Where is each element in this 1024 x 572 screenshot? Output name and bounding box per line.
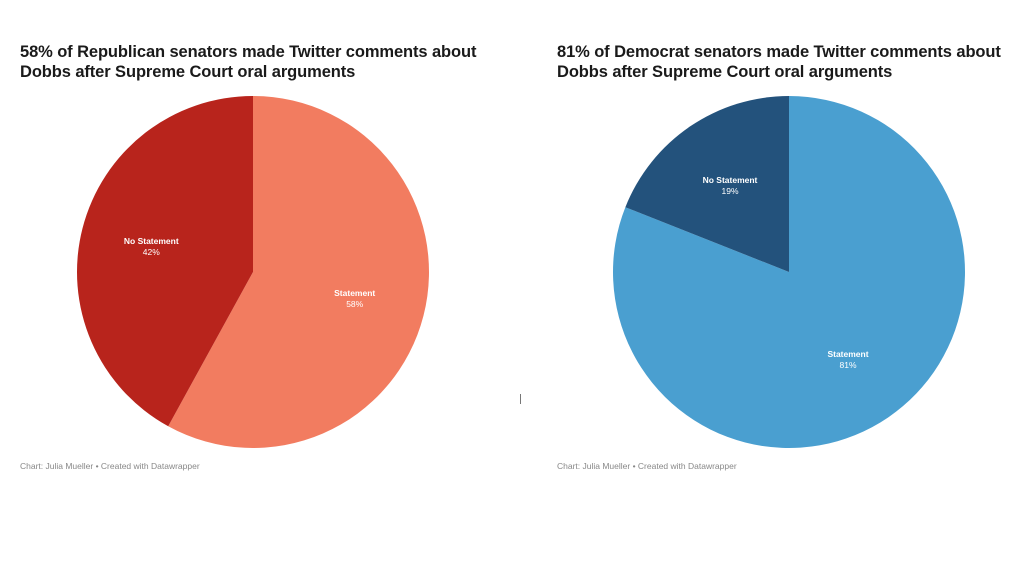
- slice-value-label: 42%: [143, 247, 160, 257]
- pie-slice-statement: [613, 96, 966, 448]
- slice-label: No Statement: [124, 236, 179, 246]
- chart-title: 81% of Democrat senators made Twitter co…: [557, 43, 1001, 81]
- pie-slice-no-statement: [625, 96, 789, 272]
- pie-slice-statement: [168, 96, 429, 448]
- chart-source: Chart: Julia Mueller • Created with Data…: [20, 461, 200, 471]
- divider-mark: [520, 394, 521, 404]
- democrat-chart-panel: 81% of Democrat senators made Twitter co…: [557, 0, 1024, 500]
- slice-value-label: 19%: [721, 186, 738, 196]
- slice-label: Statement: [827, 349, 868, 359]
- slice-label: Statement: [334, 288, 375, 298]
- slice-label: No Statement: [703, 175, 758, 185]
- pie-slice-no-statement: [76, 95, 253, 427]
- republican-chart-panel: 58% of Republican senators made Twitter …: [20, 0, 490, 500]
- chart-title: 58% of Republican senators made Twitter …: [20, 43, 477, 81]
- slice-value-label: 81%: [839, 360, 856, 370]
- slice-value-label: 58%: [346, 299, 363, 309]
- chart-source: Chart: Julia Mueller • Created with Data…: [557, 461, 737, 471]
